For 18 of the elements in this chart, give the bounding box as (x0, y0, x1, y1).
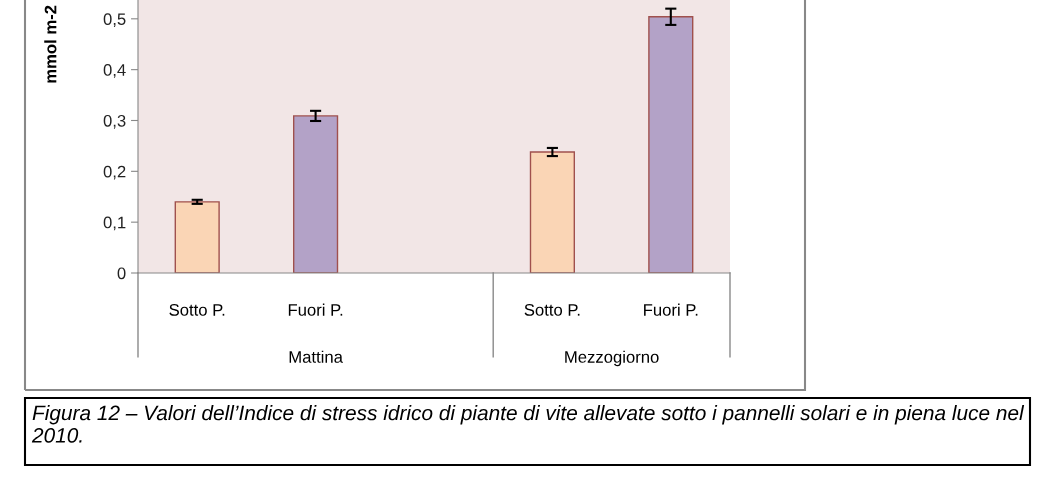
y-tick-label: 0,1 (103, 216, 126, 231)
text: Mattina (289, 350, 343, 363)
x-tick-label: Fuori P. (644, 303, 698, 316)
y-tick-label: 0,5 (103, 13, 126, 27)
bar (648, 16, 694, 273)
y-tick-label: 0,2 (103, 165, 126, 180)
x-tick-label: Sotto P. (169, 304, 225, 316)
text: Figura 12 – Valori dell’Indice di stress idrico di piante di vite allevate sotto i pannelli solari e in piena luce nel 2010. (31, 405, 1025, 443)
y-tick-label: 0 (117, 267, 126, 280)
bar (529, 151, 575, 273)
text: Mezzogiorno (565, 350, 659, 367)
y-tick-label: 0,3 (103, 114, 126, 129)
x-tick-label: Fuori P. (288, 303, 343, 316)
bar (293, 115, 339, 273)
bar (174, 201, 220, 273)
y-tick-label: 0,4 (103, 64, 126, 78)
x-tick-label: Sotto P. (524, 304, 580, 316)
y-axis-title: mmol m-2 (44, 5, 57, 83)
